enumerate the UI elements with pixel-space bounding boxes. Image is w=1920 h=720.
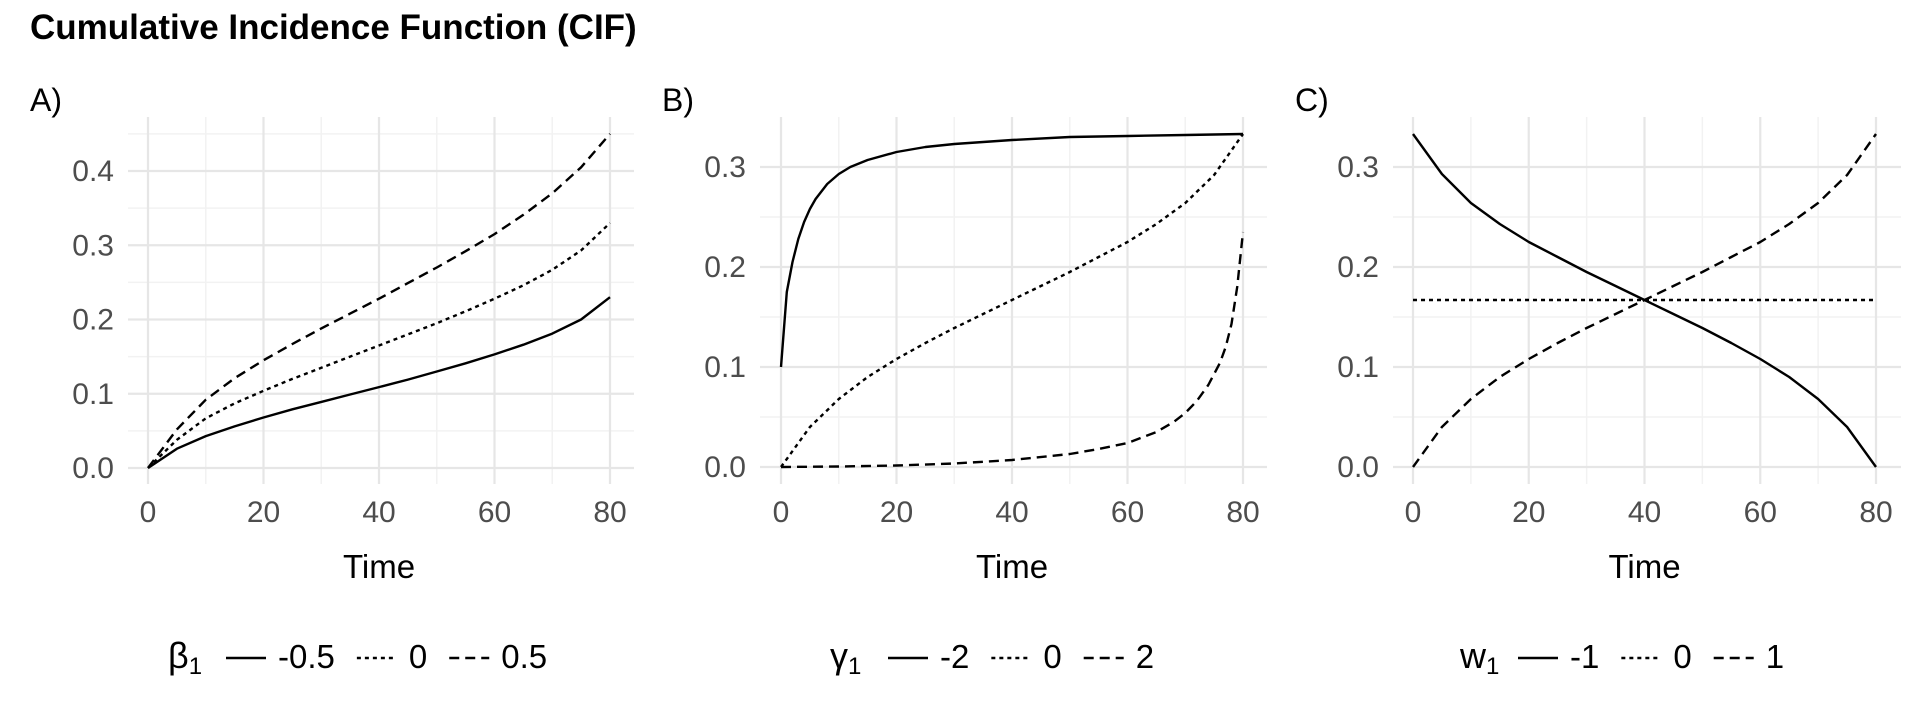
series-line-dashed bbox=[1412, 133, 1877, 468]
x-tick-label: 40 bbox=[362, 496, 395, 529]
legend-label: 2 bbox=[1136, 638, 1154, 675]
panel-b: B) 0 20 40 60 80 0.0 0.1 0.2 0.3 Time γ1 -2 0 2 bbox=[662, 82, 1267, 680]
legend: β1 -0.5 0 0.5 bbox=[168, 635, 547, 680]
legend: γ1 -2 0 2 bbox=[830, 635, 1154, 680]
legend-label: 0 bbox=[1673, 638, 1691, 675]
panel-label: C) bbox=[1295, 82, 1329, 118]
legend-label: 1 bbox=[1766, 638, 1784, 675]
x-tick-label: 40 bbox=[995, 496, 1028, 529]
x-tick-label: 80 bbox=[1226, 496, 1259, 529]
series-line-dashed bbox=[780, 231, 1245, 469]
y-tick-label: 0.0 bbox=[704, 451, 746, 484]
series-line-dotted bbox=[780, 133, 1244, 468]
series-line-solid bbox=[779, 132, 1244, 368]
x-tick-label: 0 bbox=[773, 496, 790, 529]
legend: w1 -1 0 1 bbox=[1459, 635, 1784, 680]
legend-title: w1 bbox=[1459, 635, 1499, 680]
x-tick-label: 40 bbox=[1628, 496, 1661, 529]
series-line-solid bbox=[147, 296, 611, 469]
x-tick-label: 80 bbox=[593, 496, 626, 529]
x-tick-label: 60 bbox=[1744, 496, 1777, 529]
figure-title: Cumulative Incidence Function (CIF) bbox=[30, 8, 637, 47]
x-axis-title: Time bbox=[343, 548, 415, 585]
legend-label: 0.5 bbox=[501, 638, 547, 675]
legend-label: -0.5 bbox=[278, 638, 335, 675]
legend-label: -1 bbox=[1570, 638, 1599, 675]
y-tick-label: 0.3 bbox=[704, 151, 746, 184]
x-tick-label: 60 bbox=[1111, 496, 1144, 529]
y-tick-label: 0.1 bbox=[72, 378, 114, 411]
panel-label: A) bbox=[30, 82, 62, 118]
legend-label: -2 bbox=[940, 638, 969, 675]
y-tick-label: 0.3 bbox=[1337, 151, 1379, 184]
legend-label: 0 bbox=[1043, 638, 1061, 675]
legend-label: 0 bbox=[409, 638, 427, 675]
x-tick-label: 80 bbox=[1859, 496, 1892, 529]
panel-c: C) 0 20 40 60 80 0.0 0.1 0.2 0.3 Time w1 -1 0 1 bbox=[1295, 82, 1901, 680]
series-line-dotted bbox=[147, 222, 611, 469]
y-tick-label: 0.2 bbox=[72, 304, 114, 337]
legend-title: γ1 bbox=[830, 635, 861, 680]
x-tick-label: 20 bbox=[247, 496, 280, 529]
x-tick-label: 20 bbox=[1512, 496, 1545, 529]
series-line-dashed bbox=[147, 133, 611, 469]
panel-label: B) bbox=[662, 82, 694, 118]
y-tick-label: 0.1 bbox=[704, 351, 746, 384]
y-tick-label: 0.2 bbox=[1337, 251, 1379, 284]
x-tick-label: 60 bbox=[478, 496, 511, 529]
x-tick-label: 0 bbox=[140, 496, 157, 529]
x-tick-label: 20 bbox=[880, 496, 913, 529]
y-tick-label: 0.0 bbox=[1337, 451, 1379, 484]
x-axis-title: Time bbox=[1608, 548, 1680, 585]
legend-title: β1 bbox=[168, 635, 202, 680]
y-tick-label: 0.3 bbox=[72, 229, 114, 262]
y-tick-label: 0.1 bbox=[1337, 351, 1379, 384]
x-tick-label: 0 bbox=[1405, 496, 1422, 529]
y-tick-label: 0.4 bbox=[72, 155, 114, 188]
panel-a: A) 0 20 40 60 80 0.0 0.1 0.2 0.3 0.4 Time β1 -0.5 0 0.5 bbox=[30, 82, 634, 680]
y-tick-label: 0.2 bbox=[704, 251, 746, 284]
x-axis-title: Time bbox=[976, 548, 1048, 585]
y-tick-label: 0.0 bbox=[72, 452, 114, 485]
